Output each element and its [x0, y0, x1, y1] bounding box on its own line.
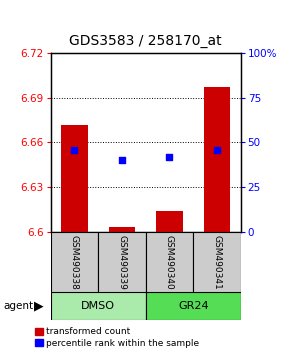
Point: [72, 147, 77, 153]
Bar: [156, 211, 182, 232]
Bar: [51, 232, 98, 292]
Bar: [98, 232, 146, 292]
Text: ▶: ▶: [34, 300, 44, 313]
Point: [215, 147, 219, 153]
Bar: [146, 292, 241, 320]
Bar: [193, 232, 241, 292]
Legend: transformed count, percentile rank within the sample: transformed count, percentile rank withi…: [34, 326, 201, 349]
Bar: [146, 232, 193, 292]
Text: DMSO: DMSO: [81, 301, 115, 311]
Bar: [109, 227, 135, 232]
Bar: [51, 292, 146, 320]
Point: [167, 155, 172, 160]
Bar: [61, 125, 88, 232]
Text: GSM490339: GSM490339: [117, 234, 126, 290]
Text: GR24: GR24: [178, 301, 209, 311]
Text: GSM490341: GSM490341: [213, 235, 222, 289]
Point: [120, 158, 124, 163]
Text: GSM490338: GSM490338: [70, 234, 79, 290]
Text: GDS3583 / 258170_at: GDS3583 / 258170_at: [69, 34, 221, 48]
Text: GSM490340: GSM490340: [165, 235, 174, 289]
Bar: [204, 87, 230, 232]
Text: agent: agent: [3, 301, 33, 311]
